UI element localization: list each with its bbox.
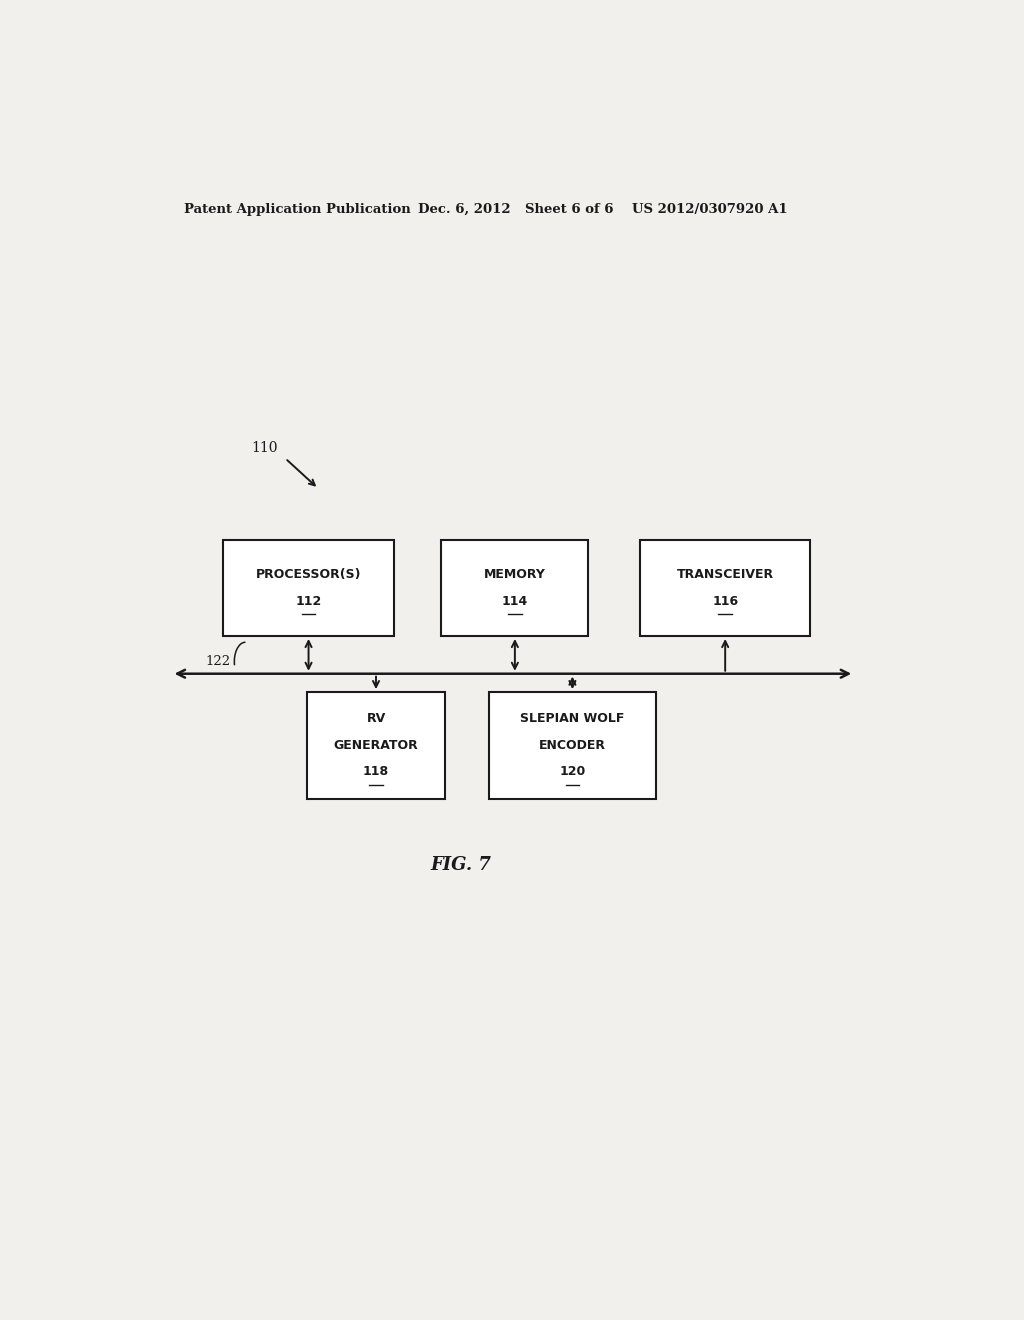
Text: Sheet 6 of 6: Sheet 6 of 6: [524, 203, 613, 215]
Text: PROCESSOR(S): PROCESSOR(S): [256, 568, 361, 581]
Bar: [640, 540, 811, 636]
Text: 120: 120: [559, 766, 586, 779]
Text: 114: 114: [502, 594, 528, 607]
Text: US 2012/0307920 A1: US 2012/0307920 A1: [632, 203, 787, 215]
Text: 118: 118: [362, 766, 389, 779]
Text: GENERATOR: GENERATOR: [334, 739, 419, 752]
Text: 116: 116: [712, 594, 738, 607]
Bar: [441, 540, 589, 636]
Bar: [306, 692, 445, 799]
Text: MEMORY: MEMORY: [484, 568, 546, 581]
Bar: [223, 540, 394, 636]
Text: Patent Application Publication: Patent Application Publication: [183, 203, 411, 215]
Text: SLEPIAN WOLF: SLEPIAN WOLF: [520, 713, 625, 726]
Text: FIG. 7: FIG. 7: [431, 855, 492, 874]
Bar: [489, 692, 655, 799]
Text: TRANSCEIVER: TRANSCEIVER: [677, 568, 774, 581]
Text: 122: 122: [206, 655, 230, 668]
Text: ENCODER: ENCODER: [539, 739, 606, 752]
Text: RV: RV: [367, 713, 386, 726]
Text: 112: 112: [295, 594, 322, 607]
Text: Dec. 6, 2012: Dec. 6, 2012: [418, 203, 510, 215]
Text: 110: 110: [251, 441, 278, 455]
